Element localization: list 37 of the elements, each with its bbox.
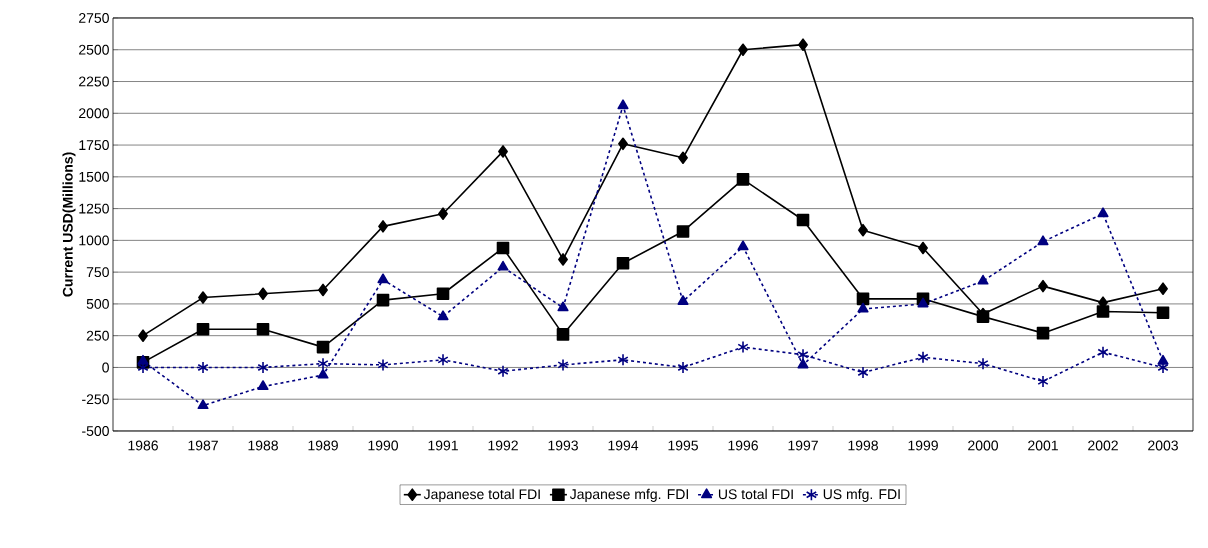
x-tick-label: 1990 [368,440,399,451]
x-tick-label: 1987 [188,440,218,451]
legend-label: US total FDI [718,488,793,500]
x-tick-label: 1986 [128,440,158,451]
x-tick-label: 2000 [968,440,999,451]
y-tick-label: 750 [86,267,109,278]
x-tick-label: 1997 [788,440,818,451]
x-tick-label: 2003 [1148,440,1178,451]
y-tick-label: 1000 [79,235,109,246]
x-tick-label: 1994 [608,440,639,451]
y-tick-label: 2250 [79,76,109,87]
y-tick-label: 1750 [79,140,109,151]
y-tick-label: -500 [82,426,109,436]
x-tick-label: 2002 [1088,440,1118,451]
y-tick-label: -250 [82,394,109,405]
y-tick-label: 2000 [79,108,109,119]
x-tick-label: 1992 [488,440,518,451]
x-tick-label: 1998 [848,440,878,451]
x-tick-label: 1995 [668,440,698,451]
legend-label: Japanese mfg. FDI [569,488,688,502]
x-tick-label: 1991 [428,440,458,451]
y-tick-label: 2500 [79,44,109,55]
y-axis-title: Current USD(Millions) [62,152,76,297]
x-tick-label: 1999 [908,440,938,451]
y-tick-label: 1250 [79,203,109,214]
y-tick-label: 250 [86,330,109,341]
legend-label: US mfg. FDI [823,488,900,502]
x-tick-label: 1989 [308,440,338,451]
x-tick-label: 1993 [548,440,578,451]
y-tick-label: 2750 [79,13,109,23]
x-tick-label: 1996 [728,440,758,451]
legend-label: Japanese total FDI [423,488,540,502]
y-tick-label: 500 [86,298,109,309]
y-tick-label: 0 [102,362,109,373]
y-tick-label: 1500 [79,171,109,182]
x-tick-label: 2001 [1028,440,1058,451]
x-tick-label: 1988 [248,440,278,451]
